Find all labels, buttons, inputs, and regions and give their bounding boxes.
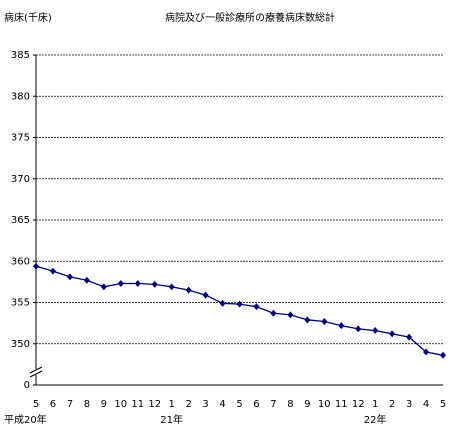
marker xyxy=(372,327,379,335)
y-tick-label: 375 xyxy=(11,133,30,144)
x-tick-label: 8 xyxy=(287,399,293,410)
x-tick-label: 8 xyxy=(84,399,90,410)
marker xyxy=(355,325,362,333)
x-tick-label: 4 xyxy=(219,399,225,410)
marker xyxy=(185,286,192,294)
x-tick-label: 12 xyxy=(352,399,365,410)
line xyxy=(35,265,444,356)
x-group-label: 21年 xyxy=(160,413,183,426)
x-tick-label: 1 xyxy=(372,399,378,410)
x-tick-label: 10 xyxy=(114,399,127,410)
x-tick-label: 11 xyxy=(131,399,144,410)
marker xyxy=(423,348,430,356)
marker xyxy=(49,267,56,275)
y-tick-label: 360 xyxy=(11,256,30,267)
x-tick-label: 6 xyxy=(50,399,56,410)
marker xyxy=(389,330,396,338)
x-tick-label: 9 xyxy=(101,399,107,410)
marker xyxy=(406,333,413,341)
marker xyxy=(236,300,243,308)
y-axis-label: 病床(千床) xyxy=(4,11,52,24)
marker xyxy=(338,322,345,330)
axis-break xyxy=(29,370,43,378)
x-tick-label: 7 xyxy=(270,399,276,410)
marker xyxy=(287,311,294,319)
x-group-label: 22年 xyxy=(364,413,387,426)
axis-break xyxy=(29,366,43,374)
marker xyxy=(33,262,39,270)
y-tick-label: 380 xyxy=(11,91,30,102)
marker xyxy=(134,280,141,288)
marker xyxy=(253,303,260,311)
y-tick-label: 365 xyxy=(11,215,30,226)
y-tick-label: 350 xyxy=(11,339,30,350)
x-tick-label: 12 xyxy=(148,399,161,410)
x-group-label: 平成20年 xyxy=(4,413,47,426)
y-tick-label: 355 xyxy=(11,298,30,309)
x-tick-label: 2 xyxy=(185,399,191,410)
marker xyxy=(304,316,311,324)
x-tick-label: 3 xyxy=(202,399,208,410)
marker xyxy=(270,309,277,317)
x-tick-label: 5 xyxy=(33,399,39,410)
chart-title: 病院及び一般診療所の療養病床数総計 xyxy=(165,11,335,24)
x-tick-label: 5 xyxy=(440,399,446,410)
x-tick-label: 2 xyxy=(389,399,395,410)
x-tick-label: 4 xyxy=(423,399,429,410)
x-tick-label: 11 xyxy=(335,399,348,410)
x-tick-label: 1 xyxy=(168,399,174,410)
marker xyxy=(321,317,328,325)
x-tick-label: 9 xyxy=(304,399,310,410)
x-tick-label: 7 xyxy=(67,399,73,410)
marker xyxy=(219,299,226,307)
marker xyxy=(151,280,158,288)
y-tick-label: 370 xyxy=(11,174,30,185)
marker xyxy=(117,280,124,288)
x-tick-label: 6 xyxy=(253,399,259,410)
marker xyxy=(100,283,107,291)
axis-break-gap xyxy=(30,369,42,375)
y-tick-label: 0 xyxy=(24,380,30,391)
marker xyxy=(66,273,73,281)
marker xyxy=(202,291,209,299)
marker xyxy=(168,283,175,291)
x-tick-label: 3 xyxy=(406,399,412,410)
marker xyxy=(440,351,446,359)
y-tick-label: 385 xyxy=(11,50,30,61)
x-tick-label: 10 xyxy=(318,399,331,410)
marker xyxy=(83,276,90,284)
x-tick-label: 5 xyxy=(236,399,242,410)
